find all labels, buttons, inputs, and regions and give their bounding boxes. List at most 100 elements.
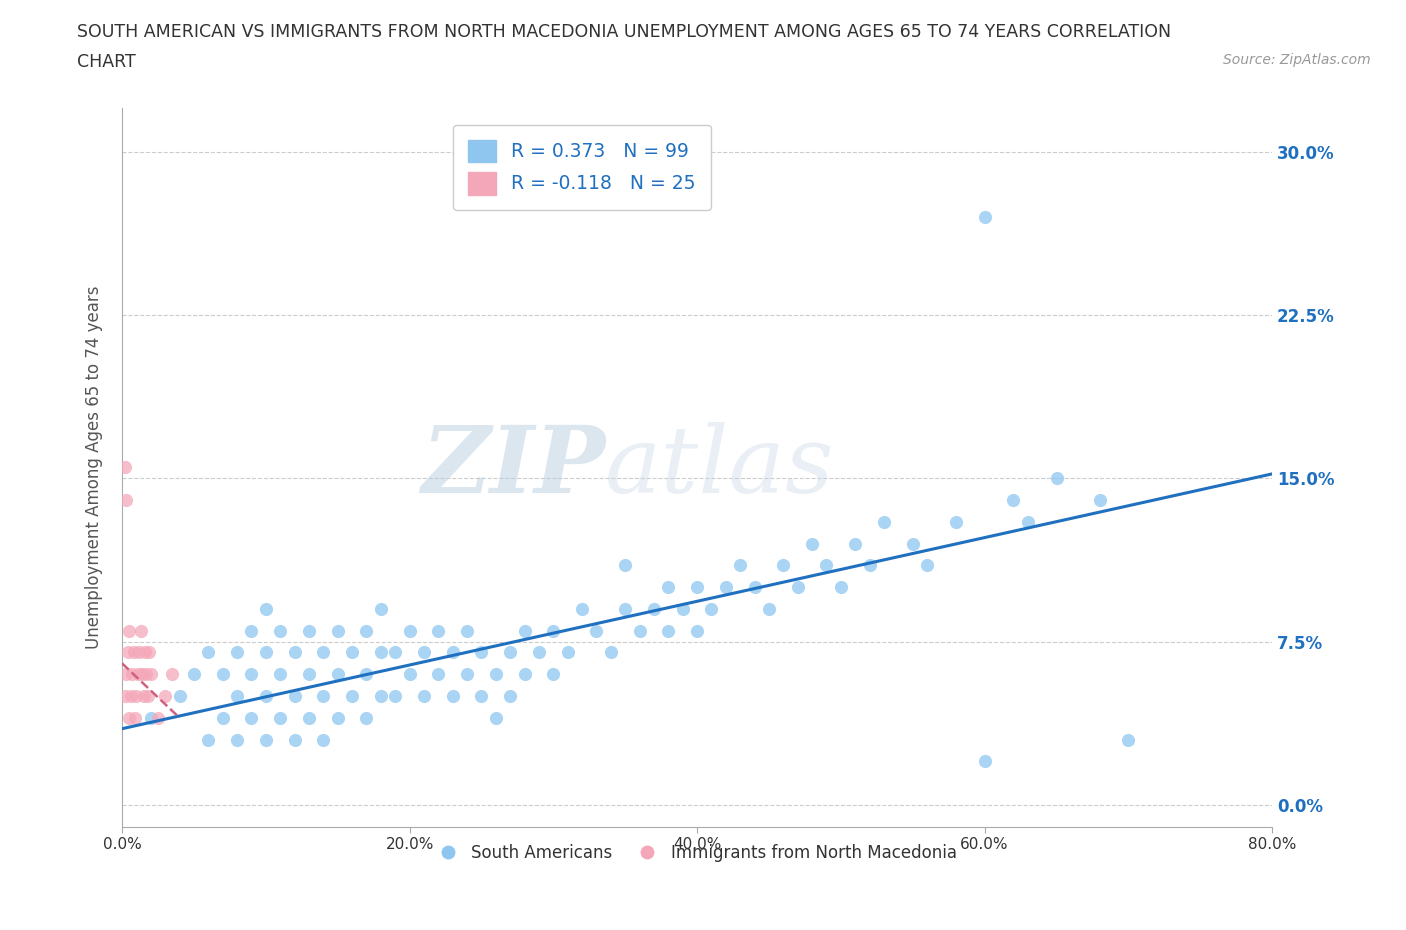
Point (125, 688, 148, 703)
Point (135, 667, 157, 682)
Point (413, 688, 436, 703)
Point (398, 623, 420, 638)
Point (138, 645, 160, 660)
Point (298, 667, 321, 682)
Point (456, 667, 478, 682)
Point (134, 645, 156, 660)
Text: Source: ZipAtlas.com: Source: ZipAtlas.com (1223, 53, 1371, 67)
Point (441, 688, 464, 703)
Point (485, 667, 508, 682)
Point (786, 579, 808, 594)
Point (136, 688, 159, 703)
Point (122, 645, 145, 660)
Point (129, 623, 152, 638)
Point (312, 732, 335, 747)
Point (120, 688, 142, 703)
Point (254, 602, 277, 617)
Point (456, 623, 478, 638)
Point (571, 602, 593, 617)
Point (114, 460, 136, 475)
Point (973, 209, 995, 224)
Point (557, 645, 579, 660)
Point (413, 645, 436, 660)
Point (384, 645, 406, 660)
Point (211, 667, 233, 682)
Text: CHART: CHART (77, 53, 136, 71)
Point (815, 558, 838, 573)
Point (211, 711, 233, 725)
Point (284, 645, 307, 660)
Point (714, 579, 737, 594)
Point (1045, 471, 1067, 485)
Point (312, 688, 335, 703)
Point (269, 623, 291, 638)
Point (139, 667, 162, 682)
Point (118, 623, 141, 638)
Point (628, 623, 651, 638)
Point (1002, 493, 1025, 508)
Point (700, 602, 723, 617)
Point (873, 514, 896, 529)
Point (240, 623, 263, 638)
Point (326, 623, 349, 638)
Point (269, 667, 291, 682)
Point (240, 711, 263, 725)
Point (1088, 493, 1111, 508)
Point (183, 667, 205, 682)
Point (485, 711, 508, 725)
Point (127, 667, 149, 682)
Point (744, 579, 766, 594)
Point (427, 623, 450, 638)
Point (298, 623, 321, 638)
Point (356, 623, 378, 638)
Point (585, 623, 607, 638)
Point (527, 645, 550, 660)
Point (370, 688, 392, 703)
Text: atlas: atlas (605, 422, 835, 512)
Point (728, 558, 751, 573)
Point (901, 536, 924, 551)
Point (340, 688, 363, 703)
Point (131, 667, 153, 682)
Point (356, 667, 378, 682)
Point (801, 536, 824, 551)
Point (139, 711, 162, 725)
Point (672, 602, 695, 617)
Point (153, 688, 176, 703)
Point (599, 645, 621, 660)
Point (657, 623, 679, 638)
Point (543, 623, 565, 638)
Point (499, 645, 522, 660)
Point (254, 732, 277, 747)
Point (284, 688, 307, 703)
Point (284, 732, 307, 747)
Point (643, 602, 665, 617)
Point (340, 645, 363, 660)
Point (830, 579, 852, 594)
Point (269, 711, 291, 725)
Point (115, 493, 138, 508)
Point (370, 602, 392, 617)
Point (132, 688, 155, 703)
Point (162, 667, 184, 682)
Point (146, 711, 169, 725)
Legend: South Americans, Immigrants from North Macedonia: South Americans, Immigrants from North M… (432, 837, 963, 869)
Point (1118, 732, 1140, 747)
Point (614, 558, 637, 573)
Point (758, 602, 780, 617)
Point (427, 667, 450, 682)
Point (128, 645, 150, 660)
Point (254, 645, 277, 660)
Point (370, 645, 392, 660)
Point (326, 711, 349, 725)
Point (772, 558, 794, 573)
Point (118, 711, 141, 725)
Point (859, 558, 882, 573)
Point (114, 688, 136, 703)
Point (298, 711, 321, 725)
Point (356, 711, 378, 725)
Point (312, 645, 335, 660)
Point (384, 688, 406, 703)
Point (844, 536, 866, 551)
Point (614, 602, 637, 617)
